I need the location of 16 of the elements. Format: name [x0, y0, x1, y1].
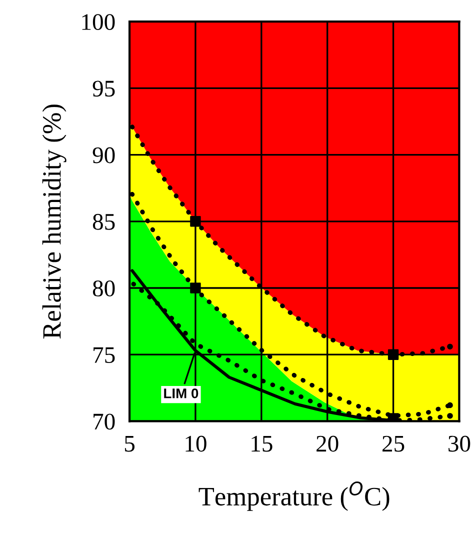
x-tick-label: 30 [448, 436, 470, 452]
y-tick-label: 80 [92, 280, 115, 296]
y-tick-label: 85 [92, 214, 115, 230]
x-tick-label: 5 [124, 436, 135, 452]
y-tick-label: 70 [94, 414, 115, 430]
y-tick-label: 90 [92, 147, 115, 164]
x-tick-label: 20 [316, 436, 338, 452]
x-tick-label: 15 [252, 436, 272, 452]
y-tick-label: 100 [82, 14, 115, 30]
y-axis-title: Relative humidity (%) [42, 104, 66, 339]
y-tick-label: 75 [94, 347, 115, 364]
x-tick-label: 25 [382, 436, 404, 452]
annotation: LIM 0 [164, 388, 198, 398]
x-axis-title: Temperature ($^{O}$C) [198, 482, 390, 511]
y-tick-label: 95 [92, 80, 115, 97]
x-tick-label: 10 [186, 436, 206, 452]
